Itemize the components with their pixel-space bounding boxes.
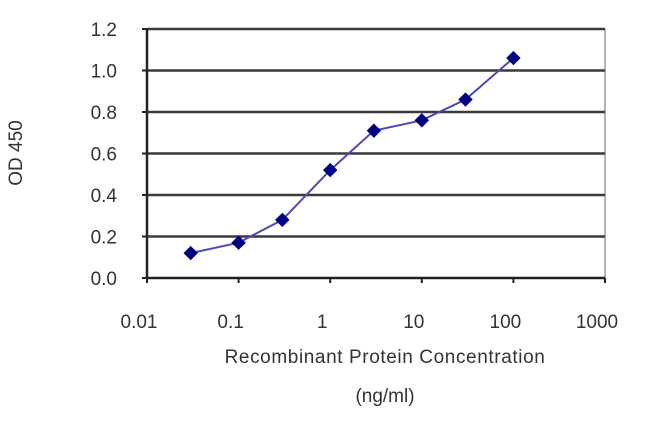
data-point-marker [183,245,198,261]
x-axis-tick-labels: 0.01 0.1 1 10 100 1000 [121,312,619,333]
y-tick-label: 0.6 [91,145,117,166]
x-tick-label: 0.1 [217,312,243,333]
data-point-marker [458,92,473,107]
data-point-marker [231,235,246,250]
gridlines [147,27,605,238]
y-tick-label: 1.0 [91,62,117,83]
y-axis-title: OD 450 [6,120,27,185]
x-tick-label: 0.01 [121,312,158,333]
x-axis-unit: (ng/ml) [355,386,414,407]
x-tick-label: 1000 [576,312,618,333]
x-tick-label: 10 [403,312,424,333]
data-point-marker [322,162,338,178]
series-line [190,57,515,255]
y-axis-tick-labels: 0.0 0.2 0.4 0.6 0.8 1.0 1.2 [91,20,118,290]
data-point-marker [506,50,521,66]
y-tick-label: 0.8 [91,103,117,124]
x-tick-label: 100 [490,312,522,333]
y-tick-label: 0.2 [91,228,117,249]
x-axis-title: Recombinant Protein Concentration [225,347,546,368]
data-point-marker [366,123,382,138]
data-point-marker [275,212,290,228]
y-tick-label: 1.2 [91,20,117,41]
plot-area [142,27,606,283]
data-point-marker [414,113,430,128]
y-axis-ticks [142,28,147,279]
y-tick-label: 0.0 [91,269,117,290]
y-tick-label: 0.4 [91,186,118,207]
x-tick-label: 1 [317,312,328,333]
data-series [183,50,521,261]
